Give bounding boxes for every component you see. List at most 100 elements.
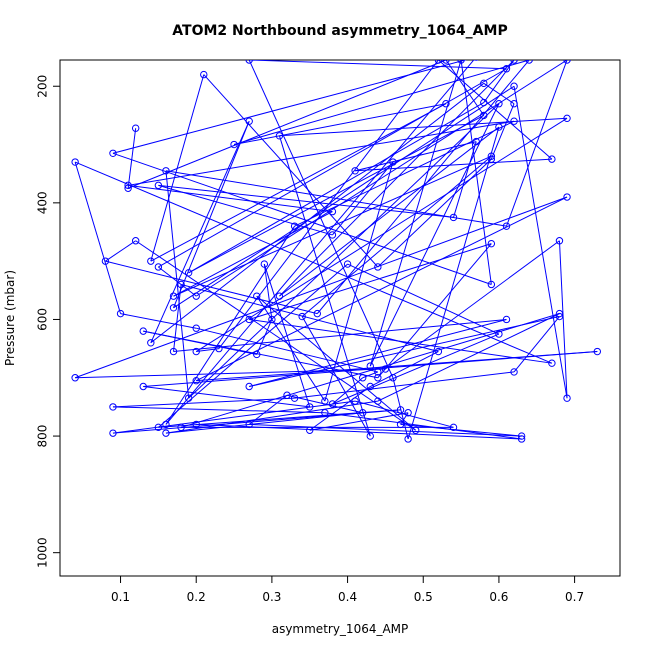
data-point <box>442 60 450 64</box>
series-line-segment <box>127 60 447 189</box>
data-point <box>253 350 261 359</box>
series-line-segment <box>490 103 515 160</box>
data-point <box>245 382 253 391</box>
series-line-segment <box>195 117 568 352</box>
data-point <box>351 167 359 175</box>
data-point <box>306 403 314 411</box>
data-point <box>177 280 185 289</box>
series-line-segment <box>248 394 288 425</box>
series-line-segment <box>370 351 439 387</box>
data-point <box>109 403 117 411</box>
data-point <box>275 132 284 140</box>
series-line-segment <box>438 60 553 160</box>
series-line-segment <box>173 211 333 297</box>
series-line-segment <box>385 240 560 370</box>
data-point <box>502 65 511 73</box>
data-point <box>525 60 533 64</box>
series-line-segment <box>173 284 182 352</box>
data-point <box>404 435 412 443</box>
series-line-segment <box>407 126 500 440</box>
series-line-segment <box>392 377 409 440</box>
data-point <box>71 158 79 166</box>
series-line-segment <box>112 152 492 285</box>
data-point <box>321 409 329 417</box>
series-line-segment <box>105 240 136 262</box>
data-point <box>109 149 117 157</box>
series-line-segment <box>158 68 507 268</box>
series-line-segment <box>355 141 477 172</box>
series-line-segment <box>233 103 447 146</box>
data-point <box>374 397 382 405</box>
data-point <box>442 100 450 108</box>
data-point <box>563 114 571 123</box>
data-point <box>245 315 253 324</box>
data-point <box>495 330 503 338</box>
data-point <box>404 409 412 417</box>
data-point <box>343 260 352 268</box>
x-tick-label: 0.7 <box>565 590 584 604</box>
data-point <box>154 181 163 190</box>
series-line-segment <box>150 103 447 262</box>
series-line-segment <box>309 412 409 431</box>
series-line-segment <box>362 371 379 379</box>
data-point <box>510 117 518 125</box>
data-point <box>359 374 367 382</box>
data-point <box>374 374 382 382</box>
data-point <box>593 347 601 356</box>
series-line-segment <box>324 412 522 440</box>
data-point <box>389 374 397 382</box>
data-point <box>192 324 200 332</box>
x-tick-label: 0.3 <box>262 590 281 604</box>
series-line-segment <box>294 371 515 399</box>
data-point <box>321 397 329 405</box>
series-line-segment <box>112 400 356 434</box>
data-point <box>411 426 420 434</box>
data-point <box>139 382 147 391</box>
series-line-segment <box>112 60 468 154</box>
data-point <box>139 327 147 335</box>
y-tick-label: 800 <box>36 425 50 448</box>
series-line-segment <box>279 60 515 297</box>
data-point <box>169 347 178 356</box>
series-line-segment <box>256 295 417 431</box>
series-line-segment <box>249 423 522 437</box>
data-point <box>101 257 110 265</box>
x-axis-label: asymmetry_1064_AMP <box>272 622 409 636</box>
plot-frame <box>59 59 621 577</box>
data-point <box>192 347 200 356</box>
y-tick-label: 600 <box>36 308 50 331</box>
series-line-segment <box>195 60 568 297</box>
data-point <box>502 315 511 324</box>
data-point <box>555 237 564 245</box>
data-point <box>374 368 382 376</box>
data-point <box>434 60 443 64</box>
data-point <box>147 339 155 347</box>
data-point <box>472 137 480 146</box>
series-line-segment <box>355 400 454 428</box>
series-line-segment <box>165 60 475 425</box>
series-line-segment <box>233 60 530 146</box>
data-point <box>162 420 170 429</box>
data-point <box>563 394 571 402</box>
data-point <box>510 100 518 108</box>
data-point <box>510 82 518 90</box>
data-point <box>563 193 571 201</box>
x-tick-label: 0.5 <box>414 590 433 604</box>
series-line-segment <box>377 243 492 379</box>
series-line-segment <box>180 283 439 353</box>
y-tick-label: 200 <box>36 75 50 98</box>
series-line-segment <box>74 161 122 314</box>
data-point <box>306 426 314 434</box>
data-point <box>245 60 253 64</box>
series-line-segment <box>196 348 219 353</box>
series-line-segment <box>309 386 371 431</box>
data-point <box>192 376 200 385</box>
data-point <box>253 292 261 300</box>
series-line-segment <box>158 263 348 428</box>
data-point <box>449 213 458 222</box>
series-line-segment <box>165 225 296 425</box>
series-line-segment <box>150 74 205 262</box>
data-point <box>298 312 306 321</box>
